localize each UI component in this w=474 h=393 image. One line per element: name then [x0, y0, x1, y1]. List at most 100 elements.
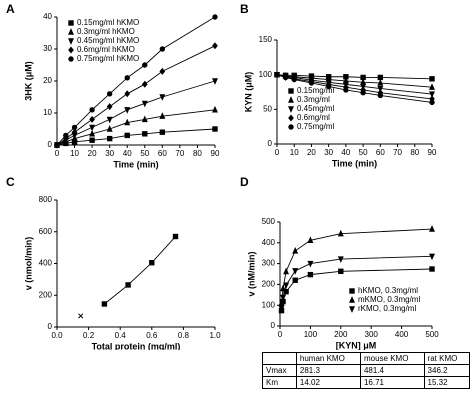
marker [125, 282, 131, 288]
marker [292, 277, 298, 283]
x-tick-label: 40 [123, 149, 132, 158]
marker [377, 74, 384, 81]
marker [141, 100, 148, 108]
x-tick-label: 30 [105, 149, 114, 158]
x-tick-label: 100 [304, 330, 318, 339]
x-tick-label: 50 [140, 149, 149, 158]
panel-label: A [6, 2, 15, 16]
table-cell: 481.4 [359, 364, 425, 377]
marker [212, 14, 218, 20]
x-tick-label: 0.2 [83, 331, 95, 340]
table-cell: 346.2 [423, 364, 471, 377]
y-tick-label: 400 [39, 259, 53, 268]
x-tick-label: 1.0 [209, 331, 221, 340]
marker [429, 225, 435, 232]
marker [325, 83, 332, 90]
x-axis-label: [KYN] μM [336, 340, 377, 350]
x-tick-label: 0.0 [51, 331, 63, 340]
legend-marker [288, 96, 294, 103]
y-axis-label: v (nM/min) [246, 252, 256, 297]
marker [343, 87, 349, 93]
marker [71, 128, 78, 136]
marker [212, 126, 218, 132]
panel-label: B [240, 2, 249, 16]
marker [337, 256, 344, 263]
legend-label: 0.6mg/ml hKMO [77, 45, 135, 54]
y-axis-label: v (nmol/min) [23, 237, 33, 291]
legend-marker [68, 20, 74, 26]
marker [141, 115, 148, 123]
legend-label: 0.15mg/ml [297, 86, 335, 95]
marker [307, 236, 314, 244]
x-tick-label: 0.4 [115, 331, 127, 340]
marker [338, 268, 344, 274]
legend-marker [288, 88, 294, 94]
legend-marker [288, 114, 294, 122]
table-row: human KMO mouse KMO rat KMO [262, 352, 471, 365]
y-tick-label: 10 [43, 108, 52, 117]
x-tick-label: 80 [193, 149, 202, 158]
x-tick-label: 0 [55, 149, 60, 158]
x-tick-label: 0.8 [178, 331, 190, 340]
column-header: mouse KMO [359, 352, 425, 365]
legend-marker [68, 56, 74, 62]
table-cell: 15.32 [423, 376, 471, 389]
x-tick-label: 70 [175, 149, 184, 158]
y-tick-label: 0 [48, 322, 53, 331]
y-tick-label: 100 [262, 300, 276, 309]
marker [124, 107, 131, 114]
x-tick-label: 40 [341, 148, 350, 157]
legend-label: 0.3mg/ml [297, 95, 330, 104]
x-tick-label: 400 [395, 330, 409, 339]
marker [212, 105, 218, 113]
x-axis-label: Time (min) [113, 159, 158, 169]
marker [142, 131, 148, 137]
marker [124, 132, 130, 139]
y-tick-label: 500 [262, 217, 276, 226]
y-tick-label: 50 [263, 104, 272, 113]
marker [283, 288, 289, 295]
x-tick-label: 30 [324, 148, 333, 157]
x-tick-label: 60 [376, 148, 385, 157]
table-cell: 281.3 [295, 364, 361, 377]
marker [71, 124, 78, 131]
table-row: Km 14.02 16.71 15.32 [262, 376, 471, 389]
column-header: rat KMO [423, 352, 471, 365]
legend-marker [349, 288, 355, 294]
marker [89, 129, 96, 137]
marker [159, 67, 166, 75]
marker [280, 294, 287, 302]
y-tick-label: 300 [262, 259, 276, 268]
x-tick-label: 90 [428, 148, 437, 157]
x-tick-label: 20 [88, 149, 97, 158]
y-axis-label: 3HK (μM) [23, 61, 33, 101]
x-tick-label: 50 [359, 148, 368, 157]
marker [278, 305, 285, 313]
marker [172, 233, 179, 240]
marker [274, 71, 280, 78]
marker [292, 246, 299, 254]
marker [159, 46, 166, 52]
legend-marker [349, 296, 355, 303]
marker [377, 85, 384, 93]
marker [429, 83, 435, 90]
x-tick-label: 90 [211, 149, 220, 158]
y-tick-label: 200 [262, 280, 276, 289]
corner-cell [262, 352, 297, 365]
y-tick-label: 30 [43, 44, 52, 53]
marker [63, 132, 69, 139]
series-line [104, 236, 176, 305]
y-tick-label: 600 [39, 227, 53, 236]
row-header: Km [262, 376, 297, 389]
marker [101, 301, 108, 307]
marker [106, 103, 113, 111]
marker [212, 78, 218, 85]
legend-label: hKMO, 0.3mg/ml [358, 286, 418, 295]
marker [106, 116, 113, 124]
marker [429, 266, 435, 272]
y-tick-label: 0 [268, 139, 273, 148]
marker [54, 142, 60, 148]
marker [377, 92, 384, 99]
